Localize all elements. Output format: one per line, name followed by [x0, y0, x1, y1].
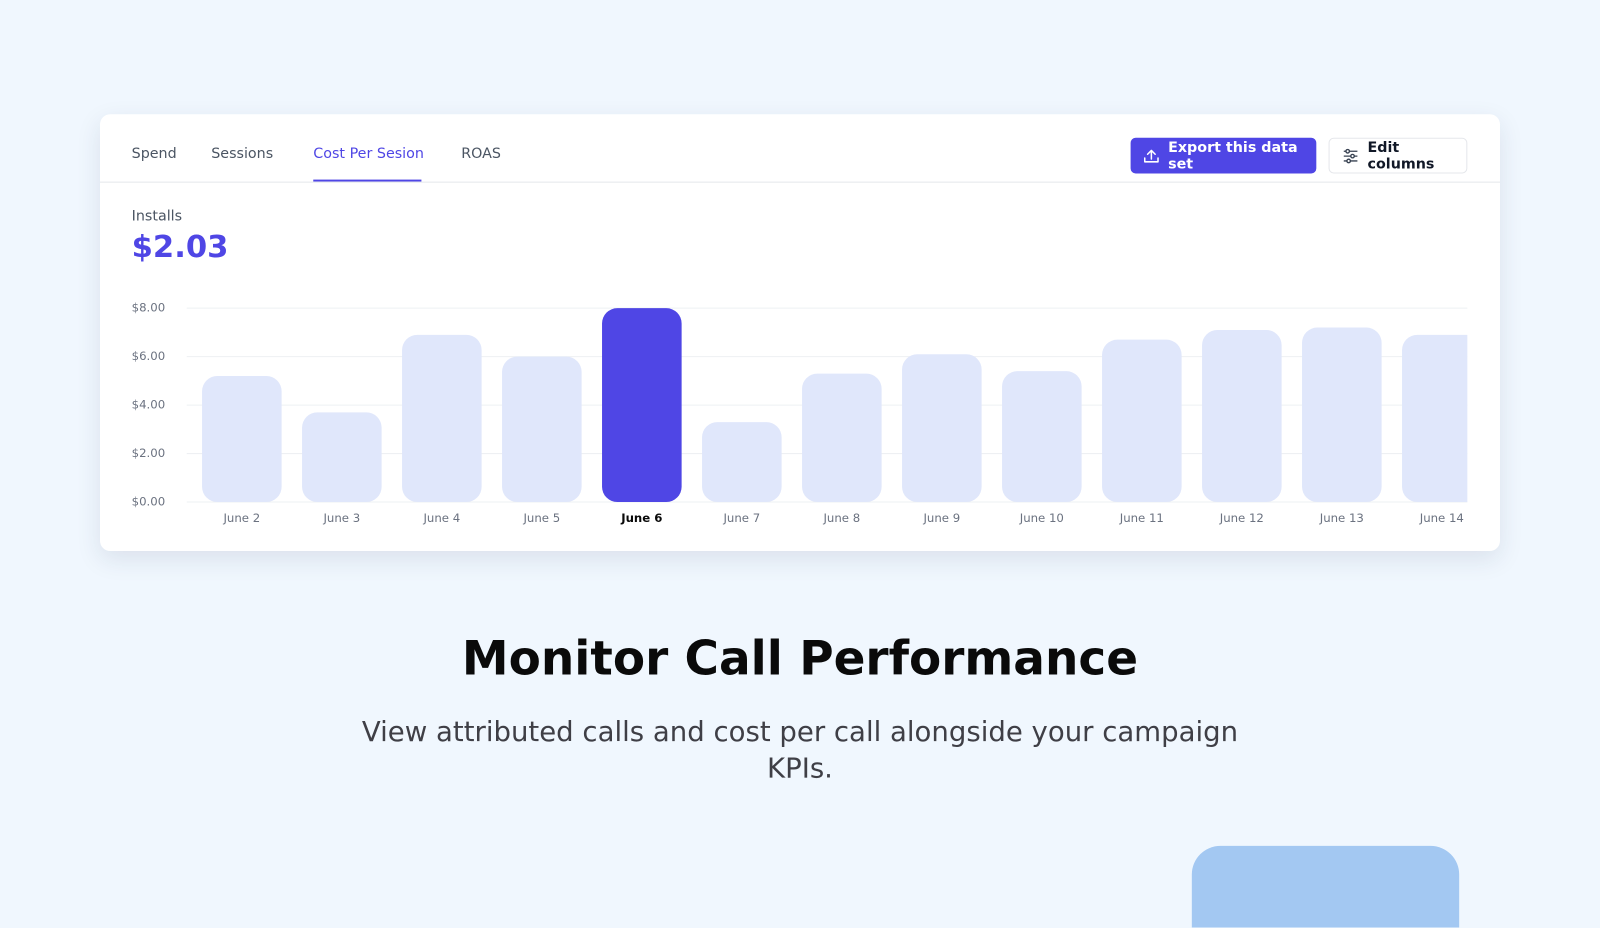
bar — [302, 412, 382, 503]
export-button[interactable]: Export this data set — [1130, 137, 1317, 174]
bar — [1302, 327, 1382, 503]
tab-underline — [313, 179, 422, 182]
sliders-icon — [1343, 148, 1358, 163]
bar — [1402, 334, 1468, 503]
x-tick-label: June 7 — [722, 511, 760, 525]
bar — [902, 354, 982, 503]
decor-shape — [1191, 845, 1460, 928]
section-heading: Monitor Call Performance — [461, 630, 1139, 686]
upload-icon — [1143, 149, 1159, 163]
chart: $0.00 $2.00 $4.00 $6.00 $8.00 June 2 June 3 Jun… — [132, 301, 1468, 525]
bar — [202, 376, 282, 503]
x-tick-label: June 4 — [422, 511, 460, 525]
metric-label: Installs — [131, 208, 183, 225]
x-tick-label: June 6 — [620, 511, 662, 525]
metric-value: $2.03 — [131, 229, 229, 266]
button-label: Edit columns — [1367, 139, 1435, 172]
y-tick-label: $4.00 — [132, 398, 166, 412]
x-tick-label: June 12 — [1219, 511, 1264, 525]
edit-columns-button[interactable]: Edit columns — [1328, 137, 1468, 174]
divider — [99, 181, 1500, 183]
x-tick-label: June 5 — [522, 511, 560, 525]
y-tick-label: $6.00 — [132, 349, 166, 363]
section-text: View attributed calls and cost per call … — [361, 716, 1239, 785]
x-tick-label: June 10 — [1019, 511, 1064, 525]
y-tick-label: $0.00 — [132, 495, 166, 509]
stage: Spend Sessions Cost Per Sesion ROAS Expo… — [99, 114, 1500, 928]
x-tick-label: June 13 — [1319, 511, 1364, 525]
bar — [1202, 329, 1282, 503]
x-tick-label: June 3 — [322, 511, 360, 525]
bar — [802, 373, 882, 503]
bar — [1102, 339, 1182, 503]
x-tick-label: June 14 — [1419, 511, 1464, 525]
x-tick-label: June 2 — [222, 511, 260, 525]
bar — [602, 308, 682, 503]
page: Spend Sessions Cost Per Sesion ROAS Expo… — [99, 114, 1500, 928]
grid: $0.00 $2.00 $4.00 $6.00 $8.00 June 2 June 3 Jun… — [132, 301, 1468, 525]
bars — [202, 308, 1468, 503]
tab[interactable]: ROAS — [461, 145, 501, 163]
x-tick-label: June 11 — [1119, 511, 1164, 525]
tab[interactable]: Spend — [131, 145, 177, 163]
x-tick-label: June 9 — [922, 511, 960, 525]
y-tick-label: $8.00 — [132, 301, 166, 315]
button-label: Export this data set — [1168, 139, 1298, 172]
y-tick-label: $2.00 — [132, 446, 166, 460]
bar — [702, 422, 782, 503]
bar — [502, 356, 582, 503]
tab[interactable]: Cost Per Sesion — [313, 145, 424, 163]
tab[interactable]: Sessions — [211, 145, 274, 163]
bar — [1002, 371, 1082, 503]
bar — [402, 334, 482, 503]
x-tick-label: June 8 — [822, 511, 860, 525]
